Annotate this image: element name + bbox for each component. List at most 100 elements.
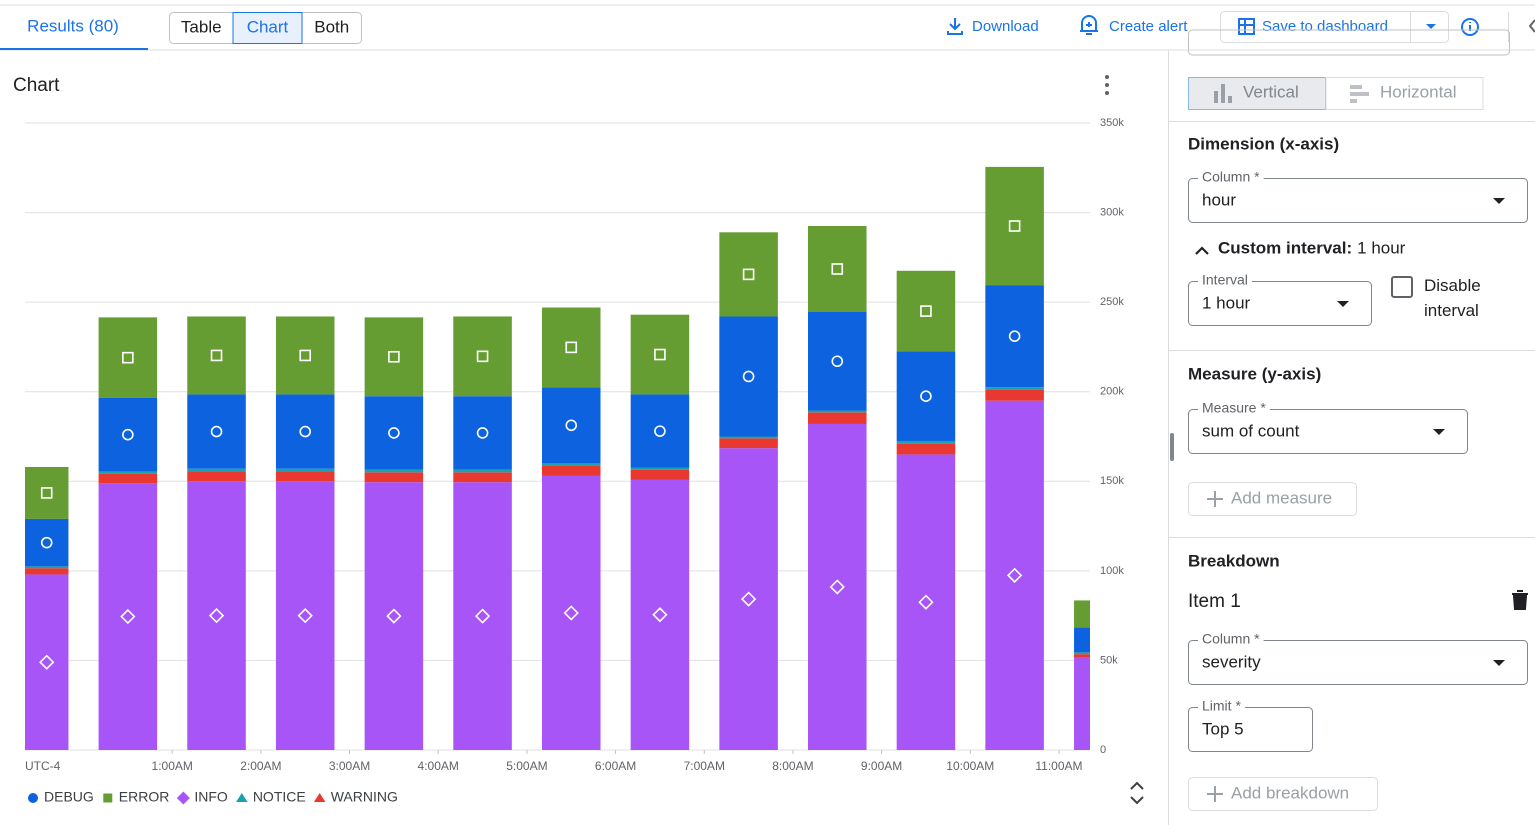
save-button[interactable] xyxy=(1220,11,1449,43)
bar-segment[interactable] xyxy=(364,472,424,483)
bar-segment[interactable] xyxy=(187,481,246,750)
resize-handle[interactable] xyxy=(1170,433,1174,461)
bar-segment[interactable] xyxy=(985,166,1044,286)
text-field[interactable] xyxy=(1188,707,1313,752)
bar-segment[interactable] xyxy=(275,468,335,472)
bar-segment[interactable] xyxy=(187,468,246,472)
checkbox[interactable] xyxy=(1391,276,1413,298)
bar-segment[interactable] xyxy=(187,471,246,482)
bar-segment[interactable] xyxy=(630,479,690,750)
expand-icon[interactable] xyxy=(1130,781,1144,805)
text-field[interactable] xyxy=(1188,409,1468,454)
dropdown-arrow[interactable] xyxy=(1426,24,1436,29)
bar-segment[interactable] xyxy=(541,463,601,466)
bar-segment[interactable] xyxy=(187,316,246,395)
bar-segment[interactable] xyxy=(364,317,424,397)
bar-segment[interactable] xyxy=(896,351,956,441)
bar-segment[interactable] xyxy=(1074,652,1133,655)
bar-segment[interactable] xyxy=(1074,654,1133,658)
orientation-selected[interactable] xyxy=(1188,77,1326,110)
dropdown-arrow[interactable] xyxy=(1337,301,1349,307)
bar-segment[interactable] xyxy=(98,317,158,398)
bar-segment[interactable] xyxy=(630,314,690,395)
bar-segment[interactable] xyxy=(364,482,424,750)
bar-segment[interactable] xyxy=(808,412,867,424)
bar-segment[interactable] xyxy=(275,471,335,482)
info-icon[interactable] xyxy=(1461,18,1479,36)
bar-segment[interactable] xyxy=(275,316,335,395)
legend-label[interactable]: WARNING xyxy=(331,789,398,805)
segment-option[interactable]: Table xyxy=(181,17,222,36)
create-alert-button[interactable]: Create alert xyxy=(1109,18,1188,35)
download-button[interactable]: Download xyxy=(972,18,1039,35)
bar-segment[interactable] xyxy=(719,436,778,439)
bar-segment[interactable] xyxy=(630,469,690,480)
bar-segment[interactable] xyxy=(10,466,69,519)
chevron-up[interactable] xyxy=(1195,246,1209,255)
text-field[interactable] xyxy=(1188,281,1372,326)
bar-segment[interactable] xyxy=(10,566,69,569)
bar-segment[interactable] xyxy=(541,475,601,750)
bar-segment[interactable] xyxy=(10,568,69,575)
menu-dot[interactable] xyxy=(1105,75,1109,79)
bar-segment[interactable] xyxy=(1074,657,1133,750)
bar-segment[interactable] xyxy=(719,316,778,437)
bar-segment[interactable] xyxy=(808,226,867,312)
bar-segment[interactable] xyxy=(1074,600,1133,628)
bar-segment[interactable] xyxy=(630,394,690,468)
delete-icon[interactable] xyxy=(1512,590,1528,610)
legend-label[interactable]: NOTICE xyxy=(253,789,306,805)
menu-dot[interactable] xyxy=(1105,91,1109,95)
legend-label[interactable]: ERROR xyxy=(119,789,170,805)
bar-segment[interactable] xyxy=(453,316,512,397)
bar-segment[interactable] xyxy=(453,482,512,750)
text-field[interactable] xyxy=(1188,640,1528,685)
segment-option[interactable]: Chart xyxy=(247,17,289,36)
bar-segment[interactable] xyxy=(896,270,956,352)
dropdown-arrow[interactable] xyxy=(1433,429,1445,435)
bar-segment[interactable] xyxy=(719,438,778,449)
bar-segment[interactable] xyxy=(187,394,246,469)
bar-segment[interactable] xyxy=(98,397,158,472)
bar-segment[interactable] xyxy=(453,469,512,473)
dropdown-arrow[interactable] xyxy=(1493,660,1505,666)
bar-segment[interactable] xyxy=(541,387,601,464)
bar-segment[interactable] xyxy=(808,311,867,411)
menu-dot[interactable] xyxy=(1105,83,1109,87)
text-field[interactable] xyxy=(1188,178,1528,223)
bar-segment[interactable] xyxy=(98,483,158,750)
dropdown-arrow[interactable] xyxy=(1493,198,1505,204)
checkbox-label[interactable]: Disable interval xyxy=(1424,276,1481,320)
bar-segment[interactable] xyxy=(1074,627,1133,653)
legend-label[interactable]: DEBUG xyxy=(44,789,94,805)
bar-segment[interactable] xyxy=(98,471,158,474)
bar-segment[interactable] xyxy=(453,472,512,483)
bar-segment[interactable] xyxy=(896,443,956,455)
bar-segment[interactable] xyxy=(275,394,335,469)
bar-segment[interactable] xyxy=(630,467,690,470)
bar-segment[interactable] xyxy=(808,410,867,413)
collapse-icon[interactable] xyxy=(1528,19,1535,33)
legend-label[interactable]: INFO xyxy=(194,789,228,805)
bar-segment[interactable] xyxy=(719,448,778,750)
bar-segment[interactable] xyxy=(364,469,424,473)
bar-segment[interactable] xyxy=(896,440,956,444)
bar-segment[interactable] xyxy=(808,423,867,750)
bar-segment[interactable] xyxy=(541,465,601,476)
bar-segment[interactable] xyxy=(719,232,778,317)
bar-segment[interactable] xyxy=(275,481,335,750)
bar-segment[interactable] xyxy=(10,518,69,567)
bar-segment[interactable] xyxy=(98,473,158,484)
bar-segment[interactable] xyxy=(985,389,1044,401)
custom-interval-label[interactable]: Custom interval: xyxy=(1218,238,1352,257)
bar-segment[interactable] xyxy=(985,285,1044,388)
segment-option[interactable]: Both xyxy=(314,17,349,36)
bar-segment[interactable] xyxy=(541,307,601,388)
bar-segment[interactable] xyxy=(10,574,69,750)
results-tab[interactable]: Results (80) xyxy=(27,16,119,35)
bar-segment[interactable] xyxy=(985,400,1044,750)
bar-segment[interactable] xyxy=(985,387,1044,390)
bar-segment[interactable] xyxy=(364,396,424,470)
bar-segment[interactable] xyxy=(896,454,956,750)
bar-segment[interactable] xyxy=(453,396,512,470)
